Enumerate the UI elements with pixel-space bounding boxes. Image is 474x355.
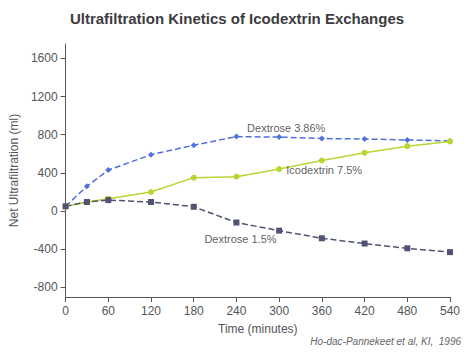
svg-text:240: 240 [226,304,246,318]
svg-text:180: 180 [184,304,204,318]
svg-text:1600: 1600 [31,51,58,65]
svg-text:0: 0 [51,204,58,218]
svg-text:400: 400 [38,166,58,180]
svg-text:360: 360 [312,304,332,318]
svg-text:60: 60 [102,304,116,318]
svg-text:300: 300 [269,304,289,318]
svg-text:0: 0 [62,304,69,318]
svg-text:Ho-dac-Pannekeet et al, KI, 1: Ho-dac-Pannekeet et al, KI, 1996 [310,336,461,347]
svg-text:-400: -400 [34,242,58,256]
svg-text:Net Ultrafiltration (ml): Net Ultrafiltration (ml) [7,114,21,227]
svg-text:-800: -800 [34,280,58,294]
svg-text:540: 540 [440,304,460,318]
svg-text:420: 420 [355,304,375,318]
svg-text:120: 120 [141,304,161,318]
svg-text:Dextrose 3.86%: Dextrose 3.86% [247,122,325,134]
svg-text:Icodextrin 7.5%: Icodextrin 7.5% [286,164,362,176]
svg-text:1200: 1200 [31,90,58,104]
svg-text:800: 800 [38,128,58,142]
svg-text:480: 480 [397,304,417,318]
svg-text:Dextrose 1.5%: Dextrose 1.5% [204,233,276,245]
svg-text:Time (minutes): Time (minutes) [218,322,298,336]
svg-text:Ultrafiltration Kinetics of Ic: Ultrafiltration Kinetics of Icodextrin E… [70,10,404,27]
